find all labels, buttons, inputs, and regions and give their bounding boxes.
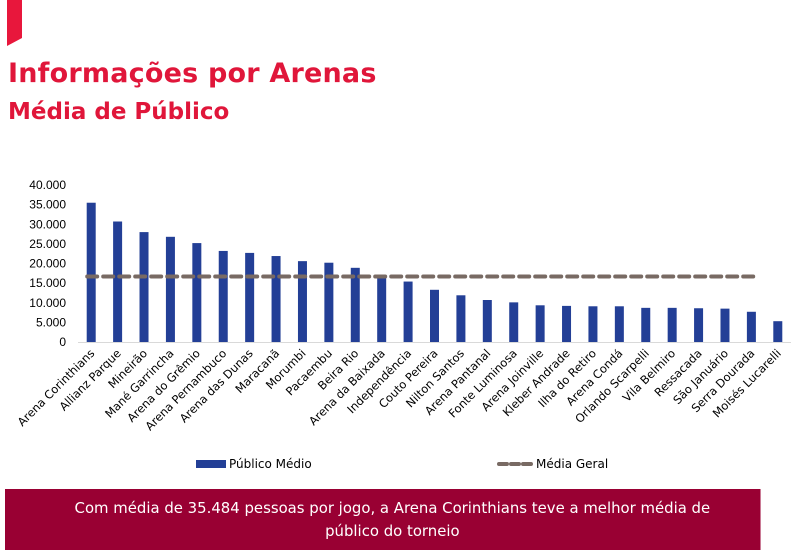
bar <box>482 300 492 342</box>
bar <box>720 308 730 342</box>
y-tick-label: 15.000 <box>29 276 66 290</box>
bar <box>614 306 624 342</box>
bar <box>324 262 334 342</box>
bar <box>403 281 413 342</box>
bar <box>509 302 519 342</box>
y-tick-label: 30.000 <box>29 217 66 231</box>
bar <box>535 305 545 342</box>
bar <box>350 267 360 342</box>
bar <box>113 221 123 342</box>
bar <box>218 250 228 342</box>
legend-item-media-geral: Média Geral <box>497 457 608 471</box>
bar <box>297 261 307 342</box>
bar <box>377 276 387 342</box>
y-axis-ticks: 0 5.000 10.000 15.000 20.000 25.000 30.000 35.0… <box>29 178 66 349</box>
bar <box>430 289 439 342</box>
bar <box>271 256 281 342</box>
red-accent-ribbon <box>7 0 22 46</box>
y-tick-label: 20.000 <box>29 257 66 271</box>
legend-item-publico-medio: Público Médio <box>196 457 312 471</box>
bar <box>641 307 651 342</box>
bar <box>245 252 255 342</box>
page-title: Informações por Arenas <box>8 58 377 89</box>
bar <box>694 308 704 342</box>
bar <box>773 321 783 342</box>
bar <box>456 295 466 342</box>
bar <box>667 307 677 342</box>
bar <box>192 243 202 342</box>
bar <box>165 236 175 342</box>
page-subtitle: Média de Público <box>8 99 230 125</box>
y-tick-label: 25.000 <box>29 237 66 251</box>
attendance-bar-chart: 0 5.000 10.000 15.000 20.000 25.000 30.000 35.0… <box>15 178 791 433</box>
y-tick-label: 10.000 <box>29 296 66 310</box>
legend-label: Público Médio <box>229 457 312 471</box>
bar <box>588 306 598 342</box>
y-tick-label: 0 <box>59 335 66 349</box>
legend-dash-line-icon <box>497 462 533 466</box>
bar <box>746 311 756 342</box>
y-tick-label: 35.000 <box>29 198 66 212</box>
summary-text: Com média de 35.484 pessoas por jogo, a … <box>74 498 711 540</box>
bars-group <box>86 202 783 342</box>
bar <box>562 305 572 342</box>
y-tick-label: 40.000 <box>29 178 66 192</box>
legend-bar-swatch-icon <box>196 460 226 468</box>
bar <box>139 232 149 342</box>
bar <box>86 202 96 342</box>
summary-banner: Com média de 35.484 pessoas por jogo, a … <box>5 489 761 550</box>
y-tick-label: 5.000 <box>36 315 66 329</box>
legend-label: Média Geral <box>536 457 609 471</box>
